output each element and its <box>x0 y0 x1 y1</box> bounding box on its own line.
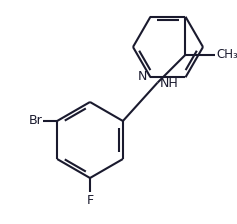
Text: N: N <box>138 70 147 83</box>
Text: F: F <box>87 194 94 207</box>
Text: CH₃: CH₃ <box>217 48 237 61</box>
Text: Br: Br <box>28 114 42 127</box>
Text: NH: NH <box>160 77 178 90</box>
